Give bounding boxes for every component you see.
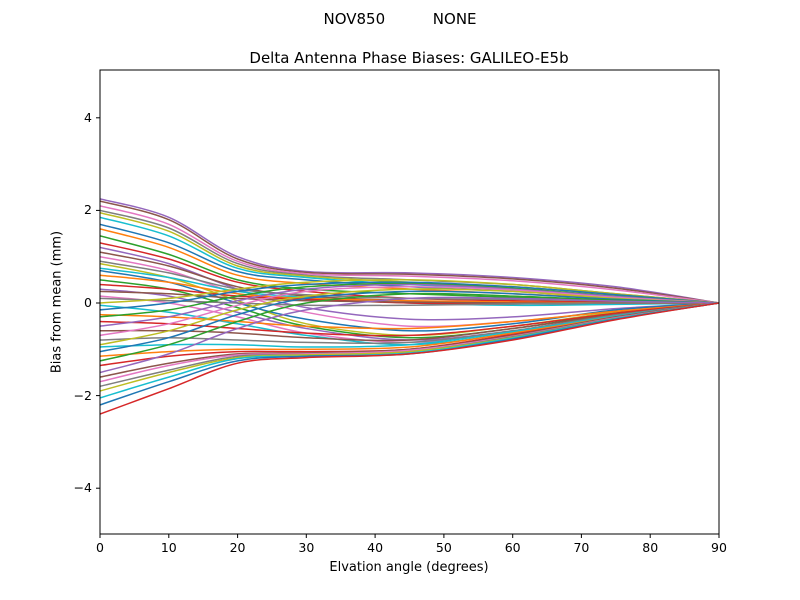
x-tick-label: 80 [642,540,659,555]
series-line [100,205,719,304]
series-line [100,288,719,346]
x-tick-label: 50 [435,540,452,555]
series-line [100,297,719,307]
x-tick-label: 60 [504,540,521,555]
series-lines [100,198,719,415]
axes-spines [99,69,720,535]
x-axis-label: Elvation angle (degrees) [329,560,489,575]
series-line [100,235,719,304]
x-tick-label: 40 [367,540,384,555]
series-line [100,198,719,304]
series-line [100,200,719,304]
series-line [100,302,719,337]
series-line [100,302,719,330]
series-line [100,302,719,415]
x-tick-label: 20 [229,540,246,555]
series-line [100,290,719,353]
series-line [100,281,719,311]
y-tick-label: 4 [84,109,92,125]
tick-marks [96,117,720,538]
series-line [100,279,719,304]
series-line [100,286,719,337]
x-tick-label: 70 [573,540,590,555]
y-tick-label: −4 [73,479,92,495]
figure-suptitle: NOV850 NONE [323,10,477,28]
series-line [100,262,719,337]
x-tick-label: 30 [298,540,315,555]
series-line [100,246,719,321]
series-line [100,296,719,374]
series-line [100,302,719,345]
series-line [100,292,719,362]
series-line [100,283,719,327]
x-tick-label: 0 [96,540,104,555]
y-tick-label: −2 [73,387,92,403]
series-line [100,269,719,332]
x-tick-label: 10 [160,540,177,555]
x-tick-label: 90 [711,540,727,555]
series-line [100,302,719,348]
y-tick-label: 2 [84,202,92,218]
series-line [100,302,719,378]
y-tick-label: 0 [84,294,92,310]
chart-title: Delta Antenna Phase Biases: GALILEO-E5b [249,49,569,67]
